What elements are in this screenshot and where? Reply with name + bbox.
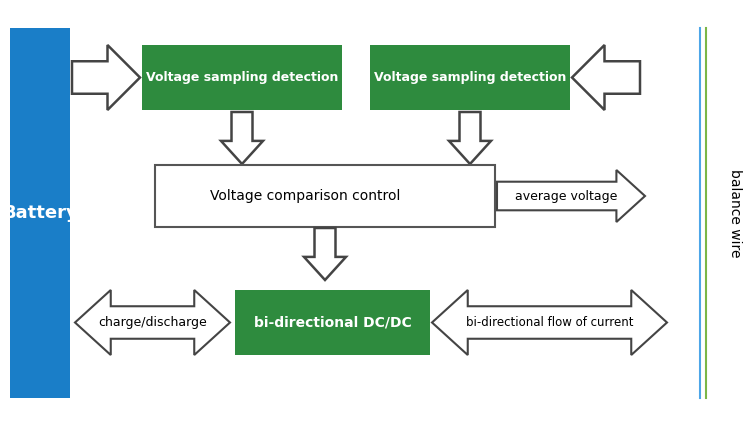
Text: charge/discharge: charge/discharge [98, 316, 207, 329]
Text: Battery: Battery [2, 204, 78, 222]
Bar [370, 45, 570, 110]
Text: bi-directional DC/DC: bi-directional DC/DC [254, 315, 411, 330]
Polygon shape [304, 228, 346, 280]
Polygon shape [432, 290, 667, 355]
Polygon shape [572, 45, 640, 110]
Polygon shape [75, 290, 230, 355]
Bar [235, 290, 430, 355]
Polygon shape [497, 170, 645, 222]
Bar [10, 28, 70, 398]
Bar [142, 45, 342, 110]
Text: Voltage sampling detection: Voltage sampling detection [146, 71, 338, 84]
Text: average voltage: average voltage [514, 190, 617, 202]
Bar [155, 165, 495, 227]
Polygon shape [72, 45, 140, 110]
Text: bi-directional flow of current: bi-directional flow of current [466, 316, 633, 329]
Polygon shape [449, 112, 491, 164]
Text: balance wire: balance wire [728, 169, 742, 257]
Polygon shape [221, 112, 263, 164]
Text: Voltage sampling detection: Voltage sampling detection [374, 71, 566, 84]
Text: Voltage comparison control: Voltage comparison control [210, 189, 400, 203]
